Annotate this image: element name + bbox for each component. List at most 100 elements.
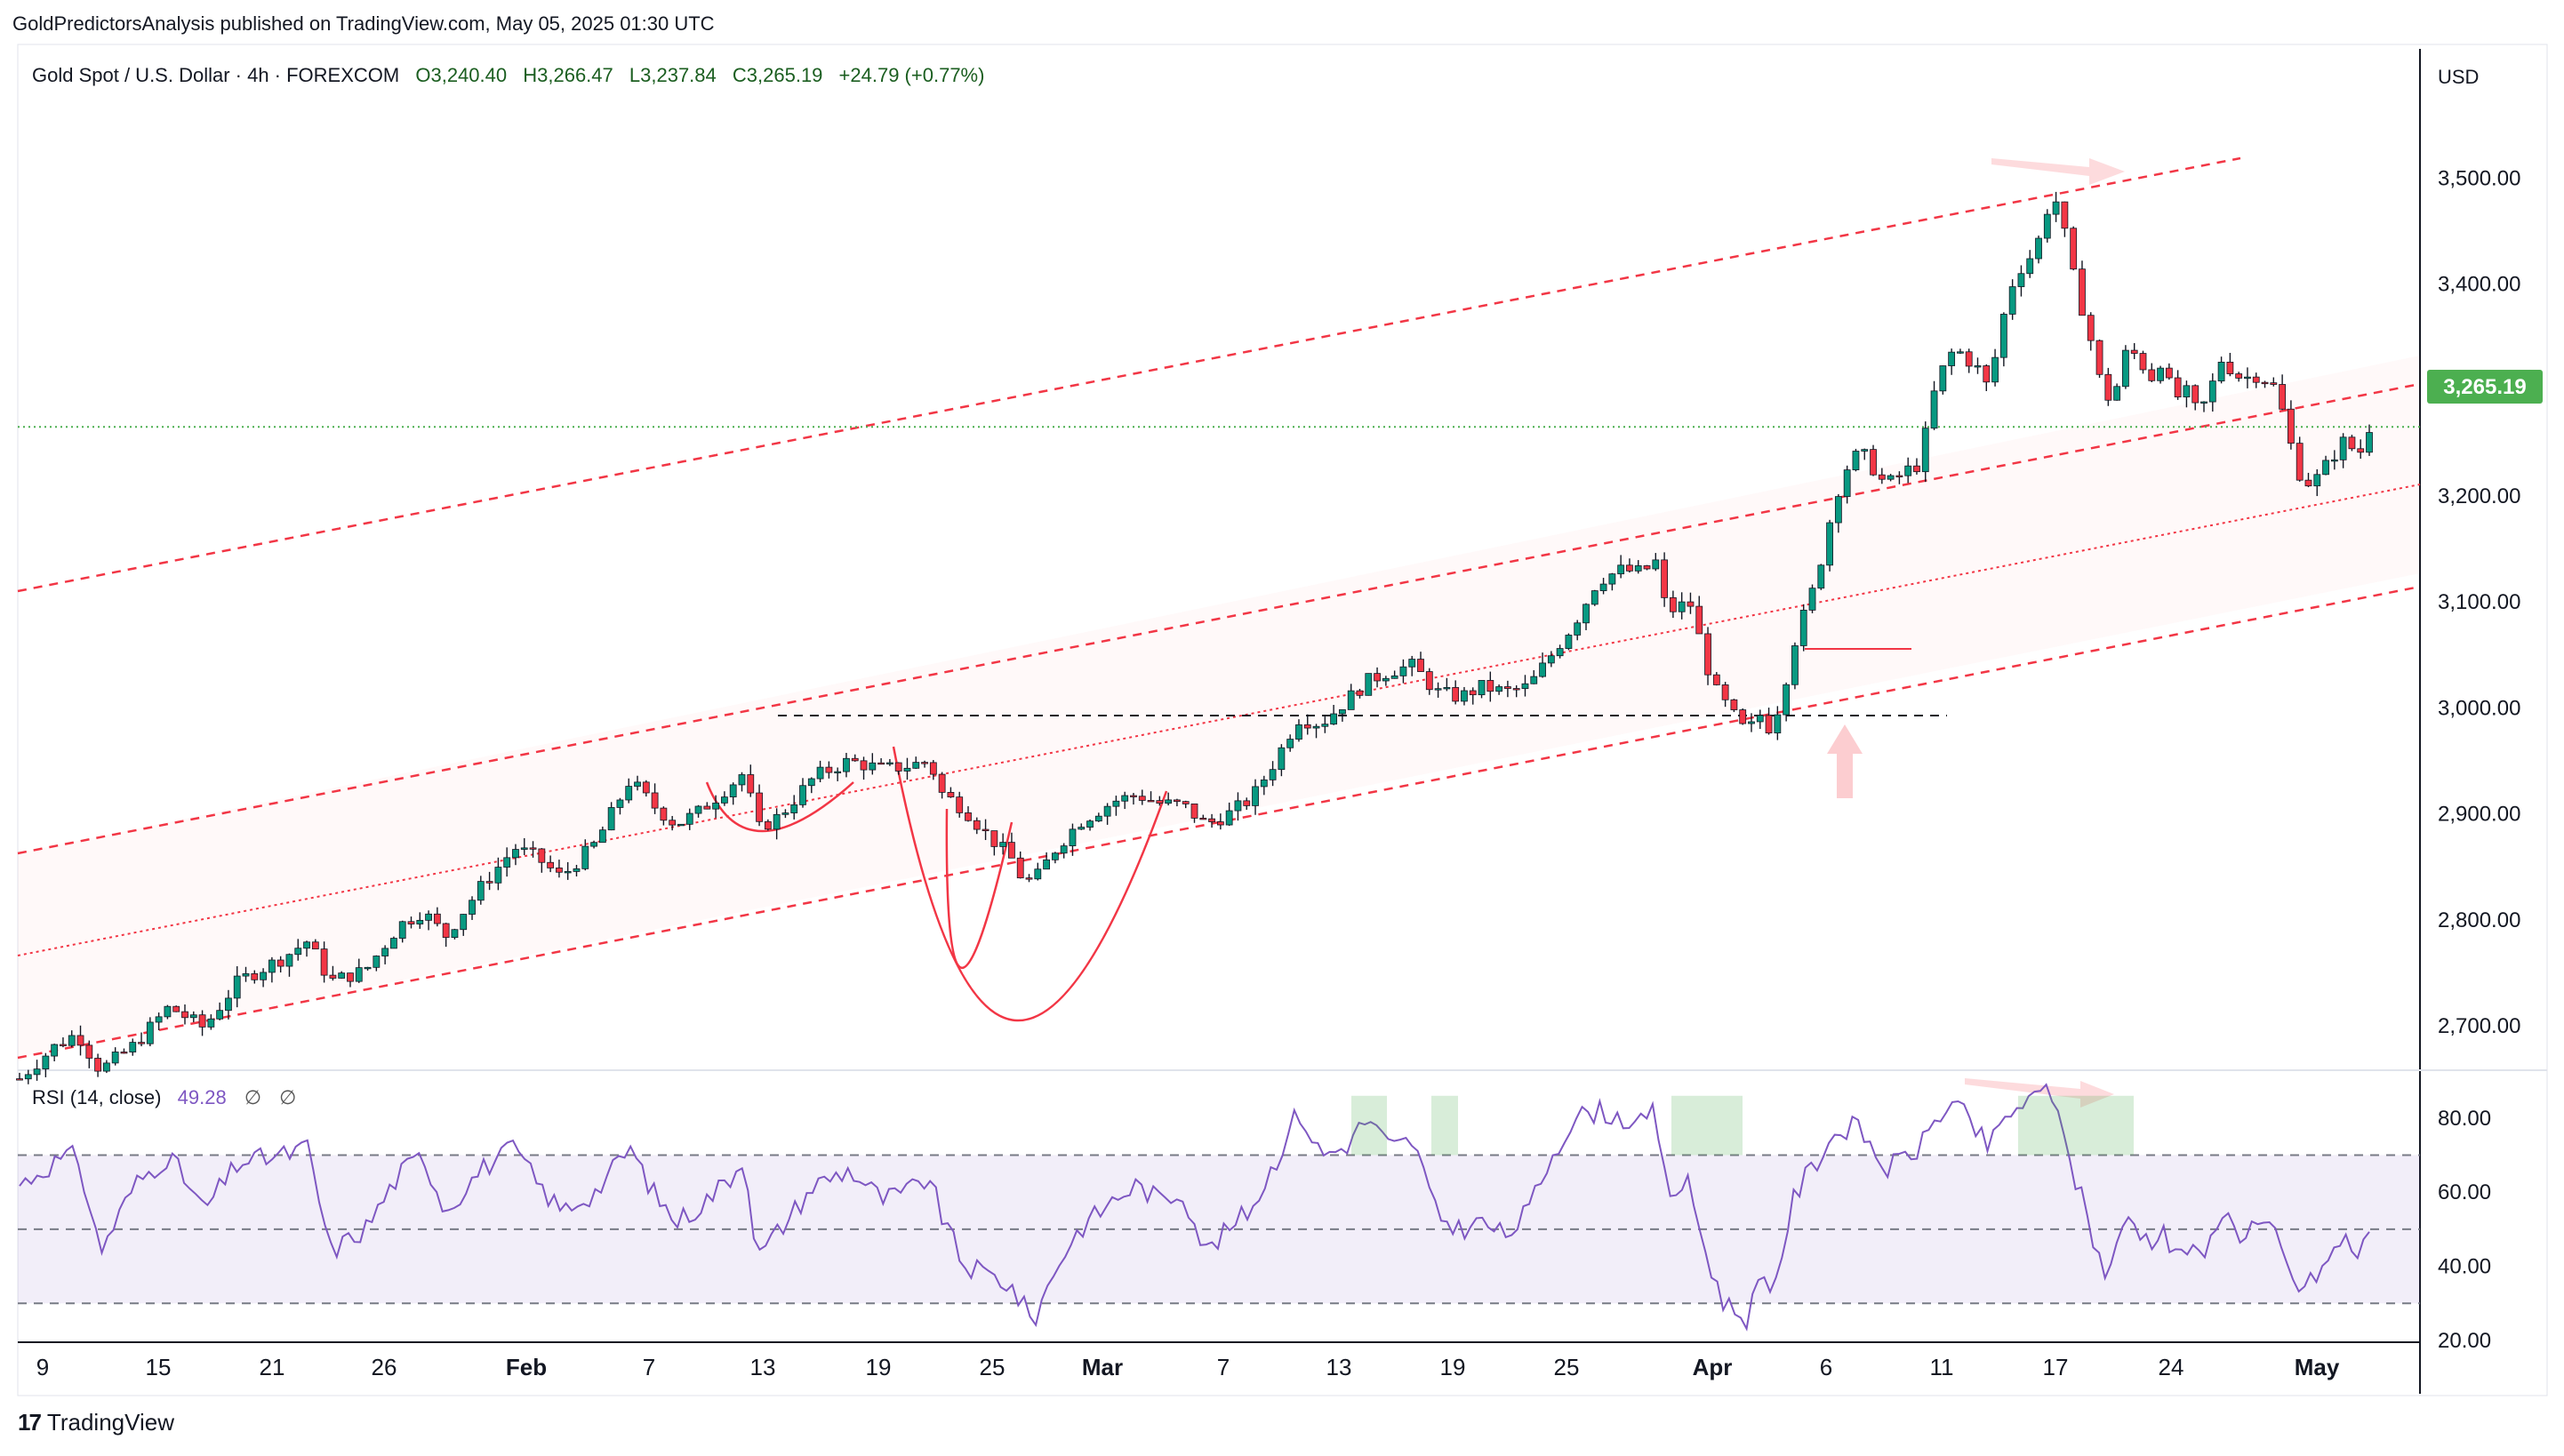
candle-body (2139, 353, 2147, 371)
time-tick-label: Mar (1082, 1354, 1123, 1380)
candle-body (285, 954, 293, 967)
candle-body (1478, 680, 1486, 696)
rsi-line (19, 1083, 2370, 1332)
candle-body (1260, 779, 1268, 788)
candle-body (1390, 675, 1398, 679)
candle-body (1347, 690, 1355, 710)
price-tick-label: 3,400.00 (2438, 273, 2520, 297)
low-value: L3,237.84 (629, 64, 717, 86)
rsi-tick-label: 40.00 (2438, 1255, 2491, 1279)
candle-body (2244, 376, 2251, 380)
candle-body (590, 842, 597, 847)
candle-body (1147, 800, 1155, 803)
candle-body (1913, 465, 1920, 473)
candle-body (598, 829, 606, 844)
candle-body (1774, 714, 1782, 734)
candle-body (2026, 258, 2034, 275)
candle-body (2191, 385, 2199, 404)
candle-body (1452, 687, 1460, 702)
candle-body (1530, 676, 1538, 684)
time-tick-label: May (2295, 1354, 2340, 1380)
candle-body (1016, 857, 1024, 879)
brand-name: TradingView (46, 1409, 174, 1436)
candle-body (956, 796, 964, 813)
candle-body (921, 762, 928, 764)
candle-body (947, 791, 955, 798)
candle-body (2322, 460, 2329, 476)
time-tick-label: 19 (1440, 1354, 1466, 1380)
candle-body (303, 941, 310, 949)
candle-body (1051, 852, 1059, 860)
candle-body (938, 773, 946, 793)
candle-body (1443, 687, 1451, 690)
candle-body (260, 972, 267, 980)
candle-body (68, 1035, 76, 1046)
candle-body (1461, 690, 1468, 702)
candle-body (451, 929, 459, 939)
candle-body (1382, 677, 1390, 682)
candle-body (1939, 365, 1947, 392)
candle-body (1608, 573, 1616, 585)
candle-body (660, 807, 668, 821)
candle-body (120, 1052, 128, 1054)
candle-body (1861, 449, 1869, 452)
candle-body (2348, 436, 2356, 450)
candle-body (1025, 877, 1033, 880)
candle-body (198, 1014, 206, 1028)
candle-body (860, 760, 868, 771)
candle-body (1504, 686, 1511, 689)
candle-body (834, 771, 842, 774)
candle-body (1208, 818, 1215, 822)
candle-body (1434, 688, 1442, 691)
candle-body (556, 868, 563, 873)
candle-body (1278, 747, 1286, 771)
price-tick-label: 2,900.00 (2438, 803, 2520, 827)
candle-body (2104, 373, 2112, 401)
candle-body (364, 966, 372, 970)
time-tick-label: 9 (36, 1354, 49, 1380)
candle-body (1339, 709, 1346, 715)
candle-body (1957, 351, 1964, 354)
candle-body (1921, 428, 1929, 473)
time-tick-label: 17 (2043, 1354, 2069, 1380)
candle-body (1983, 365, 1991, 383)
time-tick-label: 13 (1326, 1354, 1352, 1380)
candle-body (1687, 601, 1695, 607)
last-price-label: 3,265.19 (2443, 375, 2526, 399)
candle-body (2035, 237, 2042, 260)
rsi-legend: RSI (14, close) 49.28 ∅ ∅ (32, 1086, 296, 1108)
rsi-extra-2: ∅ (279, 1086, 296, 1108)
close-value: C3,265.19 (733, 64, 823, 86)
candle-body (398, 921, 406, 939)
candle-body (1756, 715, 1764, 723)
candle-body (703, 805, 711, 810)
candle-body (529, 847, 537, 850)
candle-body (1295, 724, 1302, 740)
publisher-header: GoldPredictorsAnalysis published on Trad… (12, 12, 715, 36)
candle-body (311, 941, 319, 950)
candle-body (2008, 286, 2016, 315)
candle-body (912, 762, 920, 769)
time-tick-label: 24 (2159, 1354, 2184, 1380)
candle-body (581, 845, 589, 869)
price-tick-label: 2,800.00 (2438, 908, 2520, 932)
candle-body (1590, 590, 1598, 605)
candle-body (973, 820, 981, 830)
candle-body (869, 762, 877, 771)
candle-body (1904, 465, 1912, 476)
currency-label: USD (2438, 66, 2479, 88)
last-price-tag (2427, 370, 2543, 404)
candle-body (129, 1042, 137, 1052)
candle-body (1269, 769, 1277, 780)
time-tick-label: 15 (146, 1354, 172, 1380)
candle-body (2339, 436, 2347, 460)
candle-body (1365, 673, 1373, 696)
candle-body (2313, 474, 2321, 487)
candle-body (407, 921, 415, 924)
candle-body (1521, 683, 1529, 690)
candle-body (1190, 803, 1198, 819)
candle-body (1321, 724, 1329, 727)
candle-body (1417, 659, 1424, 672)
candles (16, 191, 2373, 1084)
candle-body (1174, 799, 1181, 803)
